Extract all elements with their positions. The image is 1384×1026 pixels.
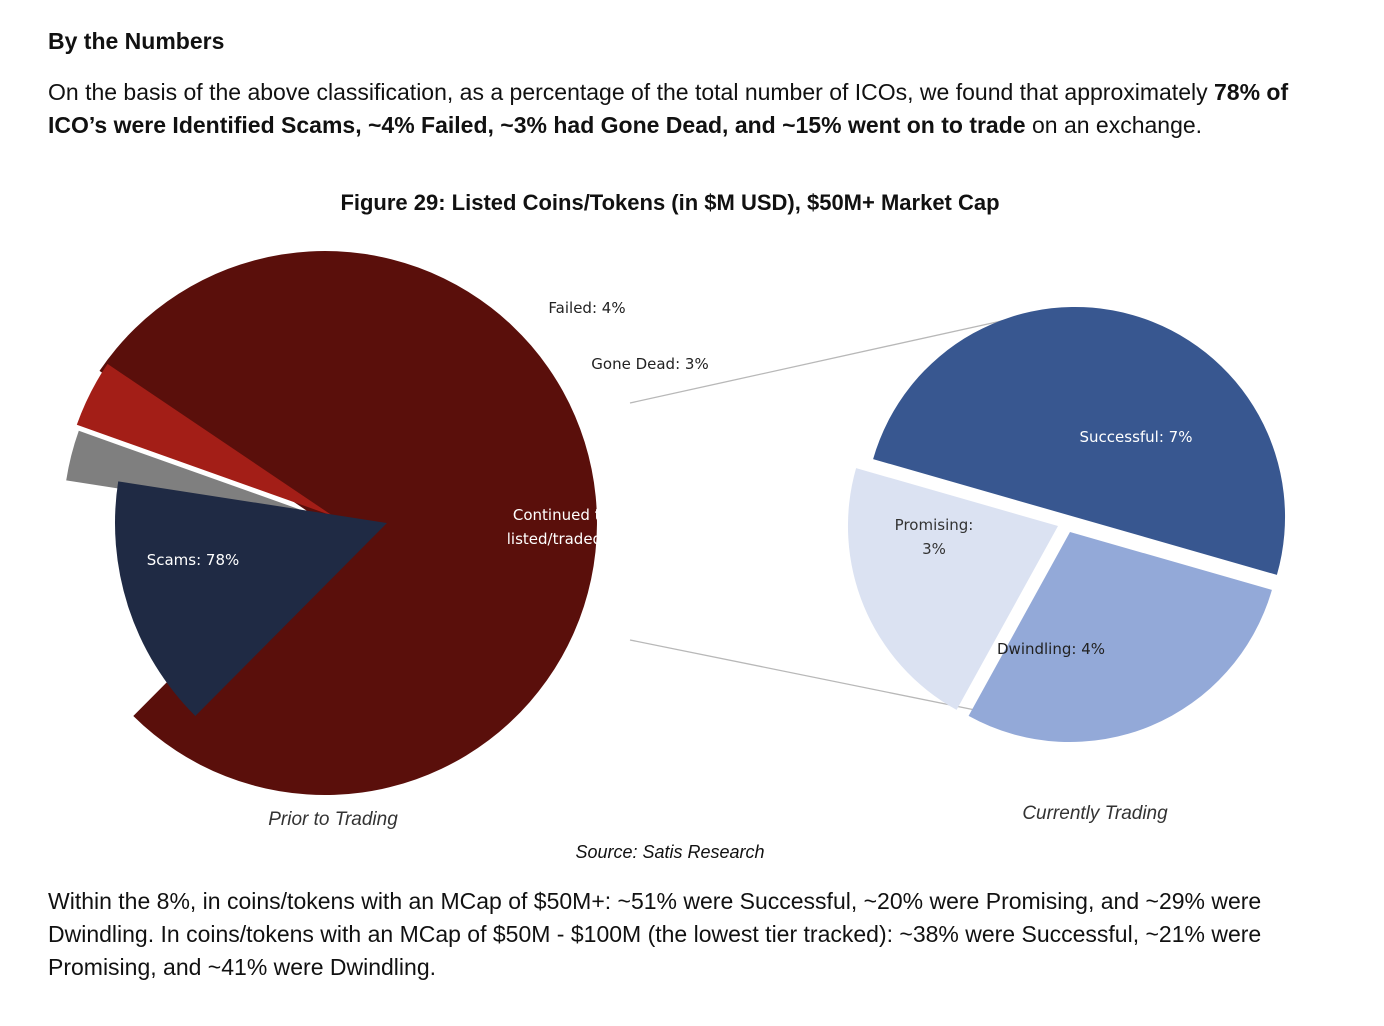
label-promising: Promising: 3% (895, 516, 974, 558)
pie-of-pie-chart: Scams: 78% Failed: 4% Gone Dead: 3% Continu… (66, 251, 1286, 830)
caption-currently-trading: Currently Trading (1022, 803, 1168, 824)
connector-line-bottom (629, 639, 986, 713)
slice-promising (847, 468, 1058, 710)
slice-labels: Scams: 78% Failed: 4% Gone Dead: 3% Continu… (147, 299, 1193, 830)
slice-failed (76, 363, 334, 516)
label-dwindling: Dwindling: 4% (997, 640, 1105, 658)
figure-source: Source: Satis Research (575, 842, 765, 862)
connector-line-top (629, 317, 1016, 404)
connector-lines (629, 317, 1016, 713)
slice-gone-dead (66, 430, 335, 522)
slice-continued-to-get-listed-traded (114, 481, 387, 716)
label-failed: Failed: 4% (548, 299, 625, 317)
intro-bold-text: 78% of ICO’s were Identified Scams, ~4% … (48, 79, 1289, 138)
label-successful: Successful: 7% (1080, 428, 1193, 446)
intro-paragraph: On the basis of the above classification… (48, 76, 1338, 142)
label-gone-dead: Gone Dead: 3% (591, 355, 708, 373)
figure-title: Figure 29: Listed Coins/Tokens (in $M US… (340, 190, 1000, 215)
label-scams: Scams: 78% (147, 551, 240, 569)
right-pie (847, 306, 1286, 743)
intro-text-2: on an exchange. (1025, 112, 1203, 138)
intro-text-1: On the basis of the above classification… (48, 79, 1214, 105)
caption-prior-to-trading: Prior to Trading (268, 809, 398, 830)
slice-dwindling (968, 532, 1272, 743)
section-heading: By the Numbers (48, 28, 225, 54)
slice-successful (873, 306, 1286, 575)
summary-paragraph: Within the 8%, in coins/tokens with an M… (48, 888, 1262, 980)
left-pie (66, 251, 597, 796)
label-continued-to-get-listed-traded: Continued to get listed/traded: 15% (507, 506, 646, 548)
